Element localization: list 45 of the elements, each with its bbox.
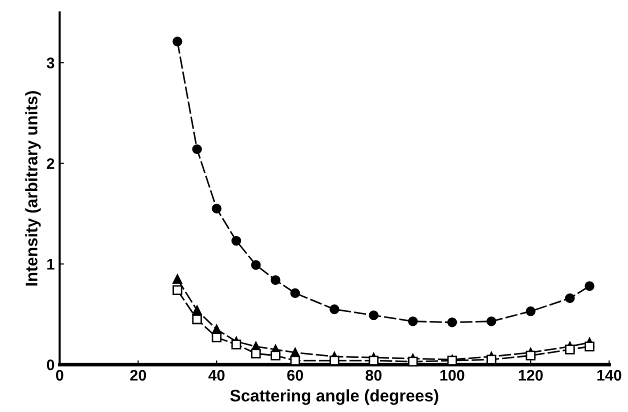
point (212, 332, 222, 342)
point (251, 348, 261, 358)
x-tick-label: 0 (56, 370, 64, 381)
point (212, 204, 222, 214)
point (330, 356, 340, 366)
point (330, 304, 340, 314)
point (231, 236, 242, 246)
point (251, 260, 261, 270)
x-tick-label: 100 (440, 370, 464, 381)
point (486, 354, 496, 364)
x-tick-label: 140 (597, 370, 622, 381)
point (565, 344, 575, 354)
y-axis-title: Intensity (arbitrary units) (25, 91, 41, 286)
x-tick-label: 20 (130, 370, 146, 381)
point (584, 281, 594, 291)
point (290, 356, 300, 366)
point (447, 317, 458, 328)
x-tick-label: 120 (518, 370, 543, 381)
point (526, 306, 536, 316)
y-tick-label: 0 (46, 359, 54, 370)
point (192, 305, 202, 316)
point (584, 342, 594, 352)
x-axis-title: Scattering angle (degrees) (230, 389, 438, 405)
point (270, 350, 280, 360)
y-tick-label: 2 (46, 158, 54, 169)
point (486, 316, 496, 326)
point (290, 288, 300, 298)
point (526, 350, 536, 360)
y-tick-label: 3 (46, 58, 54, 68)
point (172, 274, 182, 284)
point (565, 293, 575, 304)
x-tick-label: 80 (366, 370, 382, 381)
y-tick-label: 1 (47, 259, 54, 270)
point (231, 340, 242, 350)
point (270, 275, 280, 285)
x-tick-label: 60 (287, 370, 304, 381)
point (172, 285, 182, 296)
point (408, 316, 418, 326)
point (368, 310, 379, 320)
point (192, 314, 202, 324)
x-tick-label: 40 (208, 370, 225, 381)
point (192, 144, 202, 154)
point (172, 36, 182, 46)
point (368, 356, 379, 366)
point (408, 356, 418, 366)
